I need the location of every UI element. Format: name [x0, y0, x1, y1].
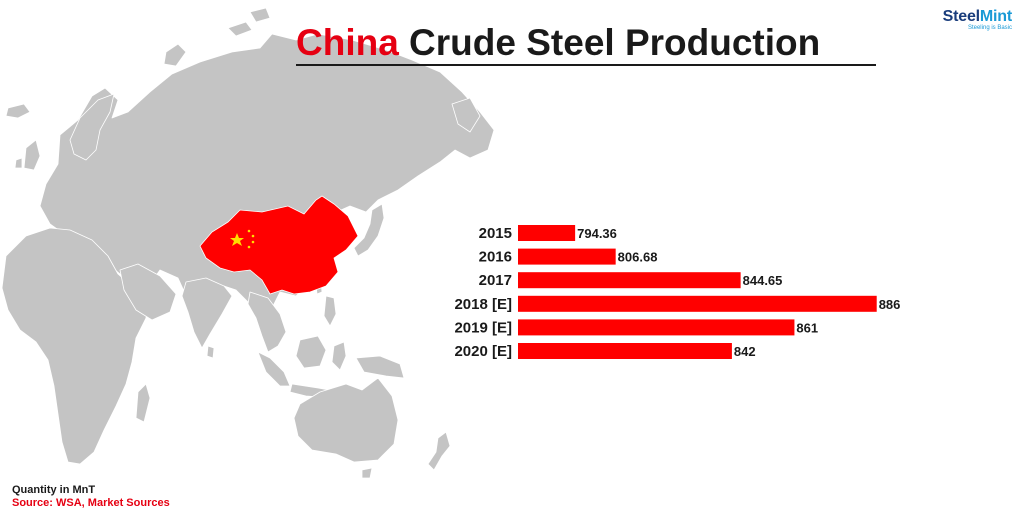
bar [518, 343, 732, 359]
china-highlight [199, 195, 359, 295]
borneo-landmass [295, 335, 327, 369]
bar-value-label: 842 [734, 344, 756, 359]
iceland-landmass [5, 103, 31, 119]
japan-landmass [353, 203, 385, 257]
bar-value-label: 844.65 [743, 273, 783, 288]
bar [518, 295, 877, 312]
new-zealand-landmass [427, 431, 451, 471]
quantity-note: Quantity in MnT [12, 484, 96, 496]
scandinavia-landmass [69, 93, 115, 161]
china-flag-stars-icon [230, 229, 255, 249]
madagascar-landmass [135, 383, 151, 423]
australia-landmass [293, 377, 399, 463]
arctic-islands-landmass [163, 7, 271, 67]
new-guinea-landmass [355, 355, 405, 379]
tasmania-landmass [361, 467, 373, 479]
bar [518, 272, 741, 289]
sri-lanka-landmass [206, 345, 215, 359]
logo-wordmark: SteelMint [942, 8, 1013, 26]
page-title: China Crude Steel Production [296, 22, 874, 64]
british-isles-landmass [14, 139, 41, 171]
bar-value-label: 861 [796, 320, 818, 335]
bar-value-label: 806.68 [618, 250, 658, 265]
india-landmass [181, 277, 233, 349]
bar-category-label: 2015 [479, 225, 512, 242]
kamchatka-landmass [451, 97, 481, 133]
bar-value-label: 886 [879, 297, 901, 312]
arabia-landmass [119, 263, 177, 321]
bar-category-label: 2019 [E] [454, 319, 512, 336]
source-note: Source: WSA, Market Sources [12, 497, 170, 509]
logo-word-mint: Mint [979, 8, 1012, 25]
sumatra-landmass [257, 351, 291, 387]
sulawesi-landmass [331, 341, 347, 371]
title-underline [296, 64, 876, 66]
bar-category-label: 2020 [E] [454, 343, 512, 360]
bar-category-label: 2016 [479, 249, 512, 266]
logo-word-steel: Steel [942, 8, 980, 25]
bar [518, 319, 795, 336]
bar-category-label: 2017 [479, 272, 512, 289]
africa-landmass [1, 227, 149, 465]
footer-notes: Quantity in MnT Source: WSA, Market Sour… [12, 484, 170, 510]
philippines-landmass [323, 295, 337, 327]
logo-tagline: Steeling is Basic [967, 25, 1012, 31]
bar-value-label: 794.36 [577, 226, 617, 241]
indochina-landmass [247, 291, 287, 353]
bar [518, 225, 576, 241]
steelmint-logo: SteelMint Steeling is Basic [942, 8, 1013, 32]
bar-category-label: 2018 [E] [454, 296, 512, 313]
page-title-accent: China [296, 22, 399, 63]
bar [518, 248, 616, 265]
page-title-rest: Crude Steel Production [398, 22, 821, 63]
